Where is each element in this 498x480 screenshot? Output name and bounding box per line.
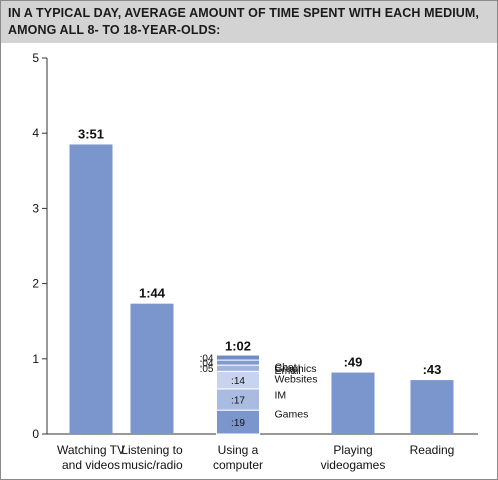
segment-name-label: Websites [275, 373, 318, 385]
category-label: computer [213, 458, 263, 472]
bar-value-label: 3:51 [78, 126, 104, 141]
bar [410, 380, 454, 434]
chart-header: IN A TYPICAL DAY, AVERAGE AMOUNT OF TIME… [1, 1, 497, 43]
segment-value-label: :17 [231, 396, 245, 407]
y-tick-label: 2 [32, 277, 39, 291]
bar [69, 144, 113, 435]
chart-title-line-2: AMONG ALL 8- TO 18-YEAR-OLDS: [8, 23, 221, 37]
y-tick-label: 1 [32, 352, 39, 366]
segment-value-label: :04 [200, 354, 214, 365]
category-label: videogames [321, 458, 386, 472]
y-tick-label: 0 [32, 427, 39, 441]
y-tick-label: 4 [32, 126, 39, 140]
stack-segment-graphics [216, 359, 260, 366]
segment-name-label: Games [275, 408, 309, 420]
segment-value-label: :05 [200, 364, 214, 375]
segment-name-label: Graphics [275, 363, 317, 375]
bar [130, 303, 174, 434]
bar-value-label: :49 [344, 355, 363, 370]
bar-value-label: :43 [423, 362, 442, 377]
category-label: Watching TV [57, 443, 125, 457]
segment-value-label: :04 [200, 359, 214, 370]
category-label: Reading [410, 443, 455, 457]
segment-value-label: :19 [231, 418, 245, 429]
y-tick-label: 3 [32, 201, 39, 215]
bar [331, 372, 375, 434]
stack-segment-chat [216, 354, 260, 361]
category-label: Using a [218, 443, 259, 457]
category-label: and videos [62, 458, 120, 472]
chart-title-line-1: IN A TYPICAL DAY, AVERAGE AMOUNT OF TIME… [8, 6, 479, 20]
y-tick-label: 5 [32, 51, 39, 65]
segment-name-label: Chat [275, 361, 297, 373]
category-label: music/radio [121, 458, 183, 472]
segment-name-label: IM [275, 389, 287, 401]
bar-value-label: 1:44 [139, 286, 166, 301]
stack-segment-email [216, 364, 260, 372]
segment-name-label: Email [275, 365, 301, 377]
segment-value-label: :14 [231, 376, 245, 387]
category-label: Playing [333, 443, 372, 457]
bar-value-label: 1:02 [225, 338, 251, 353]
category-label: Listening to [121, 443, 183, 457]
